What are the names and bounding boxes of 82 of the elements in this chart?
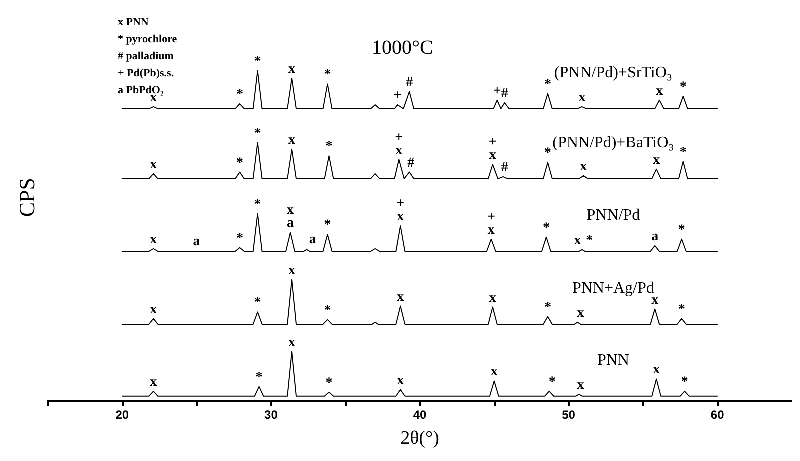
annotation: x	[397, 210, 404, 225]
annotation: a	[287, 216, 294, 232]
annotation: x	[288, 62, 296, 78]
y-axis-title: CPS	[14, 178, 40, 218]
annotation: x	[653, 152, 660, 168]
annotation: *	[256, 370, 263, 386]
x-tick-label: 50	[562, 408, 576, 422]
text: 1000°C	[372, 37, 434, 59]
annotation: x	[288, 133, 296, 148]
annotation: x	[574, 233, 582, 248]
annotation: #	[408, 156, 415, 171]
x-tick-label: 20	[116, 408, 130, 422]
annotation: *	[680, 80, 687, 95]
annotation: x	[150, 374, 158, 390]
series-label: (PNN/Pd)+BaTiO₃	[552, 134, 674, 152]
annotation: *	[254, 54, 262, 70]
annotation: *	[236, 231, 244, 246]
annotation: *	[254, 197, 262, 212]
x-tick-label: 30	[264, 408, 278, 422]
annotation: *	[324, 68, 332, 83]
annotation: x	[656, 84, 664, 99]
annotation: x	[489, 148, 496, 164]
annotation: *	[236, 88, 244, 102]
annotation: +	[493, 84, 502, 99]
annotation: x	[577, 306, 584, 321]
annotation: x	[489, 290, 496, 306]
annotation: x	[397, 373, 404, 388]
text: x PNN	[118, 16, 149, 28]
series-label: (PNN/Pd)+SrTiO₃	[554, 64, 672, 82]
annotation: *	[324, 303, 332, 318]
annotation: *	[678, 222, 686, 238]
annotation: *	[544, 300, 552, 316]
annotation: x	[288, 335, 296, 350]
x-tick-label: 60	[710, 408, 725, 422]
annotation: +	[394, 88, 402, 104]
annotation: a	[652, 229, 659, 244]
annotation: *	[324, 218, 332, 234]
annotation: *	[681, 374, 688, 390]
x-axis-title: 2θ(°)	[400, 428, 440, 449]
annotation: x	[490, 364, 498, 380]
annotation: *	[586, 233, 594, 248]
annotation: *	[254, 296, 262, 311]
annotation: x	[150, 232, 158, 248]
annotation: +	[395, 130, 404, 146]
annotation: x	[578, 90, 586, 106]
annotation: x	[652, 292, 659, 308]
series-label: PNN	[597, 352, 630, 369]
annotation: *	[542, 220, 550, 236]
annotation: *	[678, 302, 686, 318]
series-label: PNN/Pd	[586, 207, 640, 224]
annotation: +	[396, 196, 405, 212]
annotation: a	[193, 234, 200, 250]
text: # palladium	[118, 50, 174, 62]
annotation: x	[488, 222, 495, 238]
series-label: PNN+Ag/Pd	[572, 280, 654, 297]
annotation: x	[287, 203, 294, 218]
annotation: *	[548, 374, 556, 390]
annotation: #	[501, 160, 508, 176]
annotation: *	[254, 126, 262, 142]
annotation: x	[396, 143, 403, 158]
annotation: #	[406, 75, 414, 90]
annotation: + Pd(Pb)s.s.	[118, 68, 174, 80]
annotation: *	[680, 145, 687, 160]
text: * pyrochlore	[118, 34, 178, 46]
annotation: *	[326, 376, 333, 391]
annotation: *	[544, 146, 552, 162]
annotation: +	[487, 210, 496, 225]
annotation: x	[397, 290, 404, 305]
annotation: x	[150, 302, 158, 318]
annotation: *	[326, 140, 333, 155]
x-tick-label: 40	[413, 408, 427, 422]
annotation: *	[544, 77, 552, 92]
annotation: x	[288, 263, 296, 278]
annotation: x	[150, 157, 158, 172]
annotation: +	[488, 135, 497, 150]
annotation: x	[580, 159, 588, 174]
annotation: *	[236, 156, 244, 171]
annotation: x	[653, 362, 660, 378]
annotation: a PbPdO₂	[118, 84, 164, 96]
annotation: a	[309, 232, 316, 248]
annotation: #	[501, 86, 508, 102]
annotation: x	[577, 378, 584, 393]
